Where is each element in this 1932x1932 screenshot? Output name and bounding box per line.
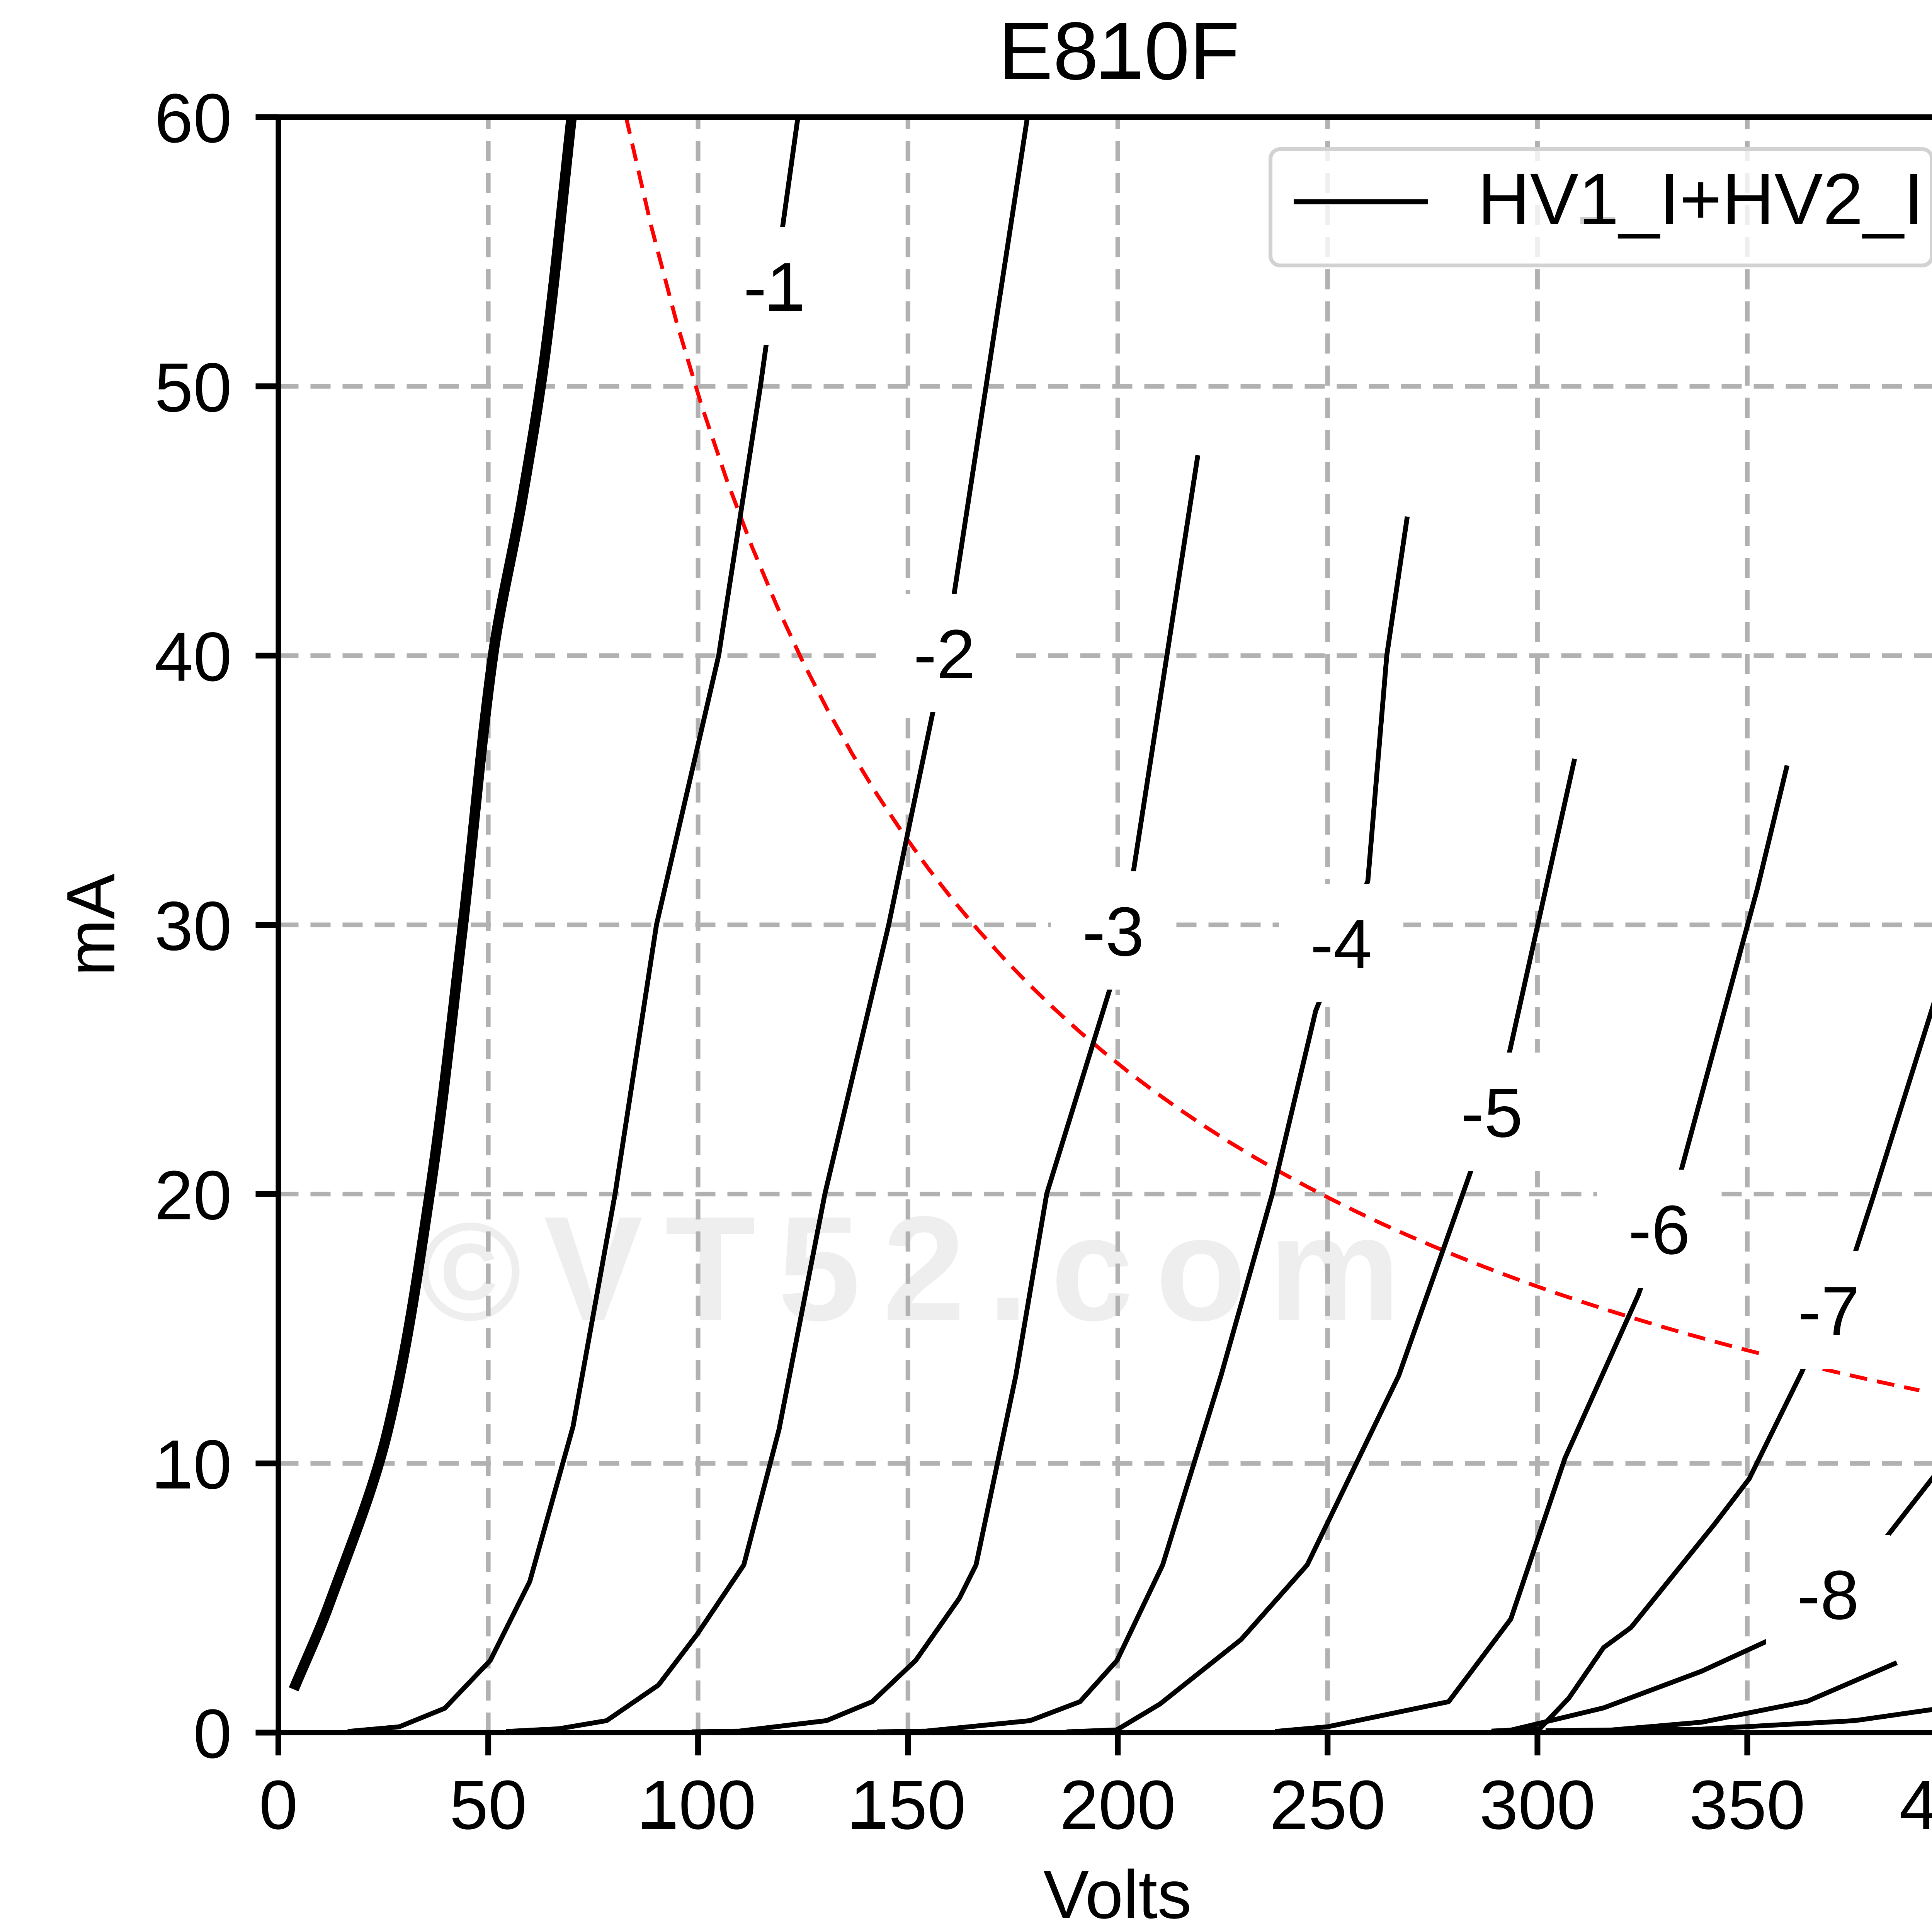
svg-text:mA: mA xyxy=(53,874,129,976)
svg-text:50: 50 xyxy=(449,1766,527,1844)
svg-text:-3: -3 xyxy=(1082,893,1144,971)
svg-text:20: 20 xyxy=(155,1156,232,1234)
svg-text:E810F: E810F xyxy=(998,5,1240,97)
svg-text:60: 60 xyxy=(155,80,232,157)
svg-text:50: 50 xyxy=(155,349,232,427)
svg-text:0: 0 xyxy=(193,1695,232,1773)
svg-text:250: 250 xyxy=(1270,1766,1386,1844)
svg-text:350: 350 xyxy=(1689,1766,1805,1844)
svg-text:400: 400 xyxy=(1899,1766,1932,1844)
svg-text:0: 0 xyxy=(259,1766,298,1844)
svg-text:200: 200 xyxy=(1060,1766,1176,1844)
svg-text:-7: -7 xyxy=(1798,1272,1860,1350)
svg-text:150: 150 xyxy=(850,1766,966,1844)
svg-text:100: 100 xyxy=(640,1766,756,1844)
svg-text:40: 40 xyxy=(155,618,232,696)
svg-text:30: 30 xyxy=(155,888,232,965)
svg-text:10: 10 xyxy=(155,1426,232,1503)
svg-text:HV1_I+HV2_I: HV1_I+HV2_I xyxy=(1478,158,1924,240)
svg-text:-4: -4 xyxy=(1310,905,1372,983)
svg-text:-6: -6 xyxy=(1628,1191,1690,1269)
svg-text:Volts: Volts xyxy=(1043,1856,1192,1932)
svg-text:©VT52.com: ©VT52.com xyxy=(419,1185,1423,1352)
svg-text:-5: -5 xyxy=(1461,1074,1523,1152)
svg-text:-2: -2 xyxy=(913,616,975,693)
svg-text:-8: -8 xyxy=(1797,1556,1859,1634)
svg-text:-1: -1 xyxy=(743,248,805,326)
svg-text:300: 300 xyxy=(1480,1766,1595,1844)
